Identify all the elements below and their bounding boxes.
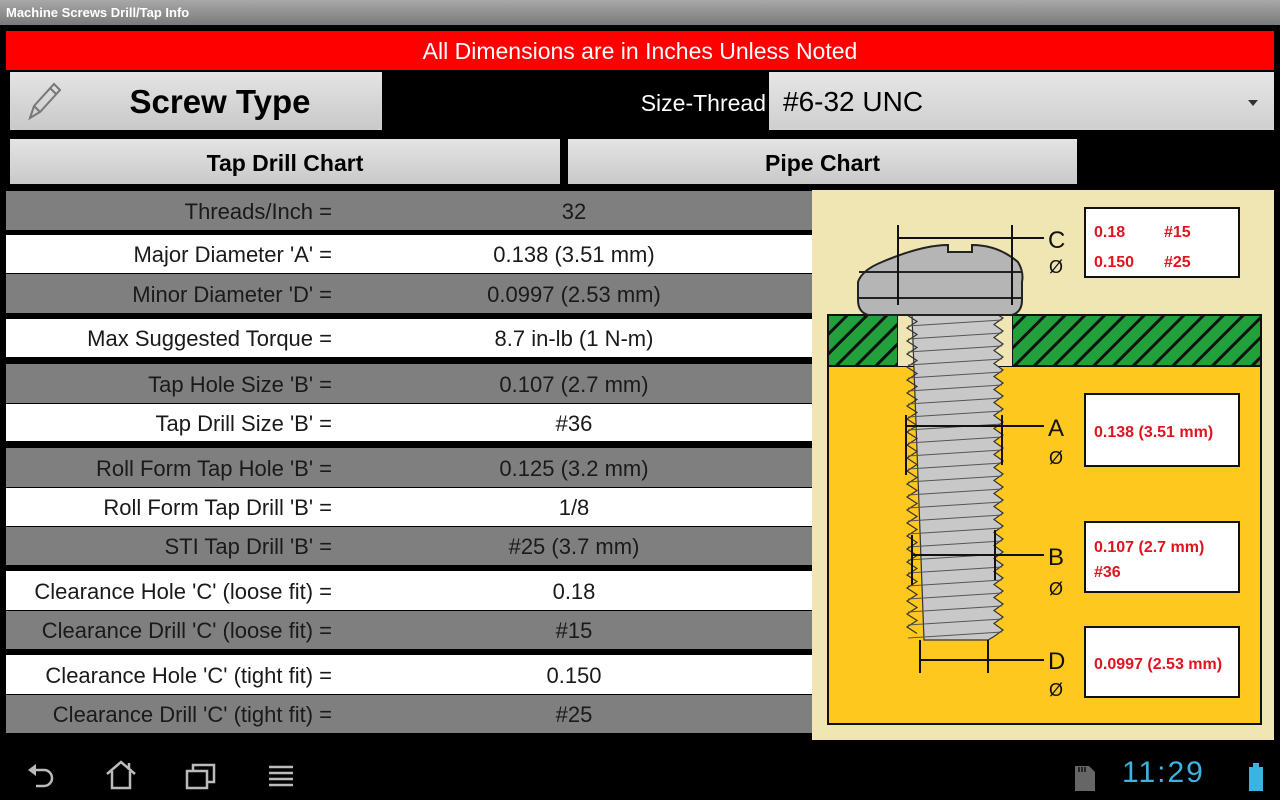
a-value: 0.138 (3.51 mm) [1094,424,1213,441]
diameter-symbol-a: Ø [1049,448,1063,468]
diameter-symbol-c: Ø [1049,257,1063,277]
status-clock: 11:29 [1122,756,1205,789]
spec-label: Max Suggested Torque = [87,326,332,351]
c-tight-hole: 0.150 [1094,254,1134,271]
label-a: A [1048,415,1064,442]
spec-label: Tap Hole Size 'B' = [148,372,332,397]
spec-value: 1/8 [558,495,590,520]
spec-value: #15 [555,618,593,643]
spec-label: Clearance Drill 'C' (loose fit) = [41,618,332,643]
spec-label: Minor Diameter 'D' = [132,282,332,307]
spec-row: Threads/Inch = 32 [6,191,812,230]
size-thread-value: #6-32 UNC [783,86,924,117]
spec-label: Clearance Hole 'C' (tight fit) = [45,663,332,688]
spec-label: Roll Form Tap Hole 'B' = [95,456,332,481]
spec-row: Clearance Hole 'C' (loose fit) = 0.18 [6,571,812,610]
d-value-box [1084,626,1240,698]
battery-icon [1249,763,1263,791]
diameter-symbol-b: Ø [1049,579,1063,599]
b-value-line1: 0.107 (2.7 mm) [1094,539,1204,556]
spec-row: Tap Hole Size 'B' = 0.107 (2.7 mm) [6,364,812,403]
spec-value: 0.125 (3.2 mm) [499,456,649,481]
spec-row: Roll Form Tap Hole 'B' = 0.125 (3.2 mm) [6,448,812,487]
label-d: D [1048,648,1065,675]
units-banner: All Dimensions are in Inches Unless Note… [6,31,1274,70]
spec-value: 8.7 in-lb (1 N-m) [494,326,654,351]
spec-value: 0.0997 (2.53 mm) [487,282,661,307]
spec-value: 0.150 [546,663,602,688]
b-value-box [1084,521,1240,593]
spec-value: 0.18 [552,579,596,604]
size-thread-dropdown[interactable]: #6-32 UNC [769,72,1274,130]
spec-row: STI Tap Drill 'B' = #25 (3.7 mm) [6,527,812,565]
back-icon[interactable] [24,762,56,790]
screw-type-button[interactable]: Screw Type [10,72,382,130]
screw-type-label: Screw Type [129,83,311,120]
app-title: Machine Screws Drill/Tap Info [6,5,190,20]
c-loose-hole: 0.18 [1094,224,1125,241]
spec-row: Clearance Hole 'C' (tight fit) = 0.150 [6,655,812,694]
spec-value: #36 [555,411,593,436]
spec-label: STI Tap Drill 'B' = [164,534,332,559]
spec-value: 0.138 (3.51 mm) [493,242,655,267]
screw-head [857,243,1024,316]
spec-value: 0.107 (2.7 mm) [499,372,649,397]
c-loose-drill: #15 [1164,224,1191,241]
spec-label: Tap Drill Size 'B' = [155,411,332,436]
app-title-bar: Machine Screws Drill/Tap Info [0,0,1280,25]
c-tight-drill: #25 [1164,254,1191,271]
spec-value: #25 (3.7 mm) [508,534,640,559]
pipe-chart-button[interactable]: Pipe Chart [568,139,1077,184]
spec-row: Max Suggested Torque = 8.7 in-lb (1 N-m) [6,319,812,357]
label-b: B [1048,544,1064,571]
size-thread-label: Size-Thread [640,90,766,116]
spec-label: Clearance Hole 'C' (loose fit) = [34,579,332,604]
diameter-symbol-d: Ø [1049,680,1063,700]
spec-row: Minor Diameter 'D' = 0.0997 (2.53 mm) [6,274,812,313]
spec-row: Tap Drill Size 'B' = #36 [6,404,812,441]
screw-threads [905,314,1005,641]
label-c: C [1048,227,1065,254]
spec-row: Clearance Drill 'C' (loose fit) = #15 [6,611,812,649]
dropdown-arrow-icon [1248,100,1258,106]
spec-label: Major Diameter 'A' = [133,242,332,267]
c-value-box [1084,207,1240,278]
spec-row: Roll Form Tap Drill 'B' = 1/8 [6,488,812,526]
spec-label: Threads/Inch = [184,199,332,224]
a-value-box [1084,393,1240,467]
pencil-icon [28,82,62,121]
system-nav-bar [0,748,1280,800]
screw-diagram: C A B D Ø Ø Ø Ø 0.18 #15 0.150 #25 0.138… [812,190,1274,740]
d-value: 0.0997 (2.53 mm) [1094,656,1222,673]
plate-left [827,314,899,367]
b-value-line2: #36 [1094,564,1121,581]
spec-row: Major Diameter 'A' = 0.138 (3.51 mm) [6,235,812,273]
tap-drill-chart-button[interactable]: Tap Drill Chart [10,139,560,184]
home-icon[interactable] [105,760,137,790]
spec-value: 32 [561,199,587,224]
recent-apps-icon[interactable] [185,762,217,790]
spec-label: Roll Form Tap Drill 'B' = [103,495,332,520]
plate-right [1011,314,1262,367]
spec-value: #25 [555,702,593,727]
spec-row: Clearance Drill 'C' (tight fit) = #25 [6,695,812,733]
sd-card-icon [1075,766,1095,791]
spec-label: Clearance Drill 'C' (tight fit) = [52,702,332,727]
menu-icon[interactable] [268,764,294,788]
